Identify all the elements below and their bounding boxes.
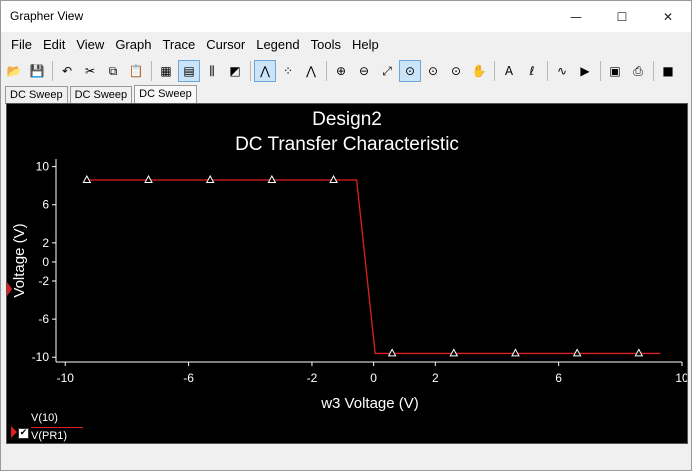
data-point-marker	[634, 348, 644, 357]
x-axis-label: w3 Voltage (V)	[320, 395, 419, 412]
legend-entry-v10[interactable]: V(10)	[31, 412, 58, 424]
label-icon[interactable]: ℓ	[529, 64, 535, 78]
tab-dc-sweep-3[interactable]: DC Sweep	[134, 85, 197, 105]
show-line-icon[interactable]: ⋀	[254, 60, 276, 82]
legend-selected-marker	[11, 426, 17, 438]
toolbar-separator	[653, 61, 654, 81]
x-tick-label: -10	[57, 371, 75, 385]
open-icon[interactable]: 📂	[6, 64, 22, 78]
x-tick-label: 0	[370, 371, 377, 385]
data-point-marker	[267, 174, 277, 183]
export-icon[interactable]: ▶	[580, 64, 590, 78]
menu-cursor[interactable]: Cursor	[206, 37, 246, 52]
zoom-y-icon[interactable]: ⊙	[450, 64, 462, 78]
add-trace-icon[interactable]: ∿	[556, 64, 568, 78]
x-tick-label: -6	[183, 371, 194, 385]
cut-icon[interactable]: ✂	[84, 64, 96, 78]
plot-area[interactable]: Design2 DC Transfer Characteristic -10 -6 -2…	[6, 103, 688, 444]
minimize-button[interactable]: —	[570, 9, 582, 24]
window-title: Grapher View	[10, 9, 84, 23]
trace-selection-marker	[7, 282, 12, 296]
data-point-marker	[205, 174, 215, 183]
toolbar-separator	[52, 61, 53, 81]
maximize-button[interactable]: ☐	[616, 9, 628, 24]
toolbar-separator	[600, 61, 601, 81]
zoom-x-icon[interactable]: ⊙	[427, 64, 439, 78]
x-tick-label: 10	[675, 371, 687, 385]
x-tick-label: 6	[555, 371, 562, 385]
text-icon[interactable]: A	[504, 64, 514, 78]
legend-toggle-icon[interactable]: ▤	[178, 60, 200, 82]
toolbar-separator	[547, 61, 548, 81]
toolbar-separator	[494, 61, 495, 81]
menu-help[interactable]: Help	[351, 37, 379, 52]
data-point-marker	[387, 348, 397, 357]
pan-hand-icon[interactable]: ✋	[471, 64, 487, 78]
legend: V(10) ✔ V(PR1)	[11, 411, 91, 445]
y-tick-label: 2	[42, 236, 49, 250]
y-axis-label: Voltage (V)	[11, 223, 28, 297]
stop-icon[interactable]: ■	[662, 64, 674, 78]
save-icon[interactable]: 💾	[29, 64, 45, 78]
menu-bar: File Edit View Graph Trace Cursor Legend Tools H…	[1, 35, 691, 55]
grid-icon[interactable]: ▦	[160, 64, 172, 78]
menu-trace[interactable]: Trace	[162, 37, 196, 52]
overlay-icon[interactable]: ◩	[229, 64, 241, 78]
legend-entry-vpr1[interactable]: V(PR1)	[31, 430, 68, 442]
y-tick-label: 6	[42, 198, 49, 212]
legend-swatch-line	[31, 427, 83, 428]
menu-edit[interactable]: Edit	[42, 37, 66, 52]
close-button[interactable]: ✕	[662, 9, 674, 24]
zoom-in-icon[interactable]: ⊕	[335, 64, 347, 78]
menu-legend[interactable]: Legend	[256, 37, 300, 52]
chart-svg: Design2 DC Transfer Characteristic -10 -6 -2…	[7, 109, 687, 412]
x-tick-label: 2	[432, 371, 439, 385]
title-bar: Grapher View — ☐ ✕	[1, 1, 691, 32]
show-markers-icon[interactable]: ⁘	[282, 64, 294, 78]
zoom-area-icon[interactable]: ⊙	[399, 60, 421, 82]
zoom-fit-icon[interactable]: ⤢	[382, 63, 392, 78]
toolbar-separator	[326, 61, 327, 81]
y-tick-label: -6	[38, 312, 49, 326]
toolbar-separator	[250, 61, 251, 81]
cursors-icon[interactable]: ⫼	[209, 63, 215, 78]
y-tick-label: 0	[42, 255, 49, 269]
line-markers-icon[interactable]: ⋀	[306, 64, 316, 78]
data-point-marker	[449, 348, 459, 357]
tab-dc-sweep-1[interactable]: DC Sweep	[5, 86, 68, 104]
zoom-out-icon[interactable]: ⊖	[358, 64, 370, 78]
status-bar	[1, 447, 691, 470]
y-tick-label: 10	[36, 160, 50, 174]
menu-graph[interactable]: Graph	[115, 37, 152, 52]
tab-dc-sweep-2[interactable]: DC Sweep	[69, 86, 133, 104]
menu-file[interactable]: File	[11, 37, 32, 52]
data-point-marker	[511, 348, 520, 357]
menu-tools[interactable]: Tools	[310, 37, 341, 52]
copy-icon[interactable]: ⧉	[108, 63, 118, 78]
data-point-marker	[329, 174, 338, 183]
undo-icon[interactable]: ↶	[61, 64, 73, 78]
data-point-marker	[144, 174, 153, 183]
menu-view[interactable]: View	[76, 37, 105, 52]
tab-strip: DC Sweep DC Sweep DC Sweep	[5, 85, 199, 105]
x-tick-label: -2	[307, 371, 318, 385]
toolbar-separator	[151, 61, 152, 81]
chart-title: Design2	[312, 109, 382, 130]
paste-icon[interactable]: 📋	[128, 64, 144, 78]
properties-icon[interactable]: ▣	[609, 64, 621, 78]
legend-checkbox[interactable]: ✔	[18, 428, 29, 439]
print-icon[interactable]: ⎙	[633, 63, 643, 78]
y-tick-label: -2	[38, 274, 49, 288]
data-point-marker	[572, 348, 582, 357]
chart-subtitle: DC Transfer Characteristic	[235, 134, 459, 155]
data-point-marker	[82, 174, 92, 183]
series-line-vpr1	[86, 179, 661, 355]
y-tick-label: -10	[32, 350, 50, 364]
